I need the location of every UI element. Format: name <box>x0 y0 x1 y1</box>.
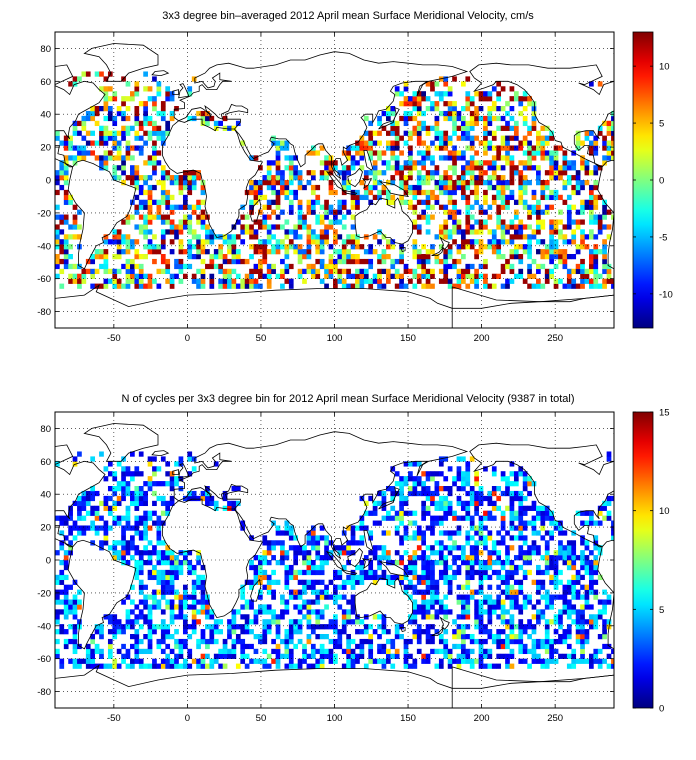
y-tick-label: 0 <box>46 556 51 567</box>
x-tick-label: 0 <box>185 333 190 344</box>
x-tick-label: -50 <box>107 713 121 724</box>
grid-lines <box>55 412 614 708</box>
x-tick-label: 50 <box>256 713 267 724</box>
y-tick-label: -20 <box>37 588 51 599</box>
colorbar-tick-label: 0 <box>659 704 664 715</box>
y-tick-label: -80 <box>37 687 51 698</box>
y-tick-label: -20 <box>37 208 51 219</box>
y-tick-label: 20 <box>40 523 51 534</box>
colorbar <box>632 411 654 709</box>
x-tick-label: 150 <box>400 713 416 724</box>
y-tick-label: -40 <box>37 241 51 252</box>
x-tick-label: 150 <box>400 333 416 344</box>
x-tick-label: 200 <box>474 333 490 344</box>
y-tick-label: 60 <box>40 457 51 468</box>
colorbar-tick-label: -5 <box>659 232 667 243</box>
data-bins <box>55 71 614 289</box>
x-tick-label: -50 <box>107 333 121 344</box>
x-tick-label: 50 <box>256 333 267 344</box>
y-tick-label: 80 <box>40 44 51 55</box>
colorbar-tick-label: 10 <box>659 506 670 517</box>
y-tick-label: 40 <box>40 110 51 121</box>
x-tick-label: 200 <box>474 713 490 724</box>
chart-title-bottom: N of cycles per 3x3 degree bin for 2012 … <box>121 393 575 405</box>
y-tick-label: 80 <box>40 424 51 435</box>
data-bins <box>55 451 614 669</box>
y-tick-label: 20 <box>40 143 51 154</box>
grid-lines <box>55 32 614 328</box>
y-tick-label: 0 <box>46 176 51 187</box>
colorbar-tick-label: 0 <box>659 176 664 187</box>
colorbar-tick-label: 5 <box>659 119 664 130</box>
coastline-outlines <box>55 423 614 708</box>
chart-title-top: 3x3 degree bin–averaged 2012 April mean … <box>162 10 534 22</box>
colorbar-tick-label: 15 <box>659 408 670 419</box>
colorbar-tick-label: 10 <box>659 62 670 73</box>
coastline-outlines <box>55 43 614 328</box>
colorbar-tick-label: 5 <box>659 605 664 616</box>
x-tick-label: 250 <box>547 333 563 344</box>
x-tick-label: 100 <box>327 333 343 344</box>
y-tick-label: -40 <box>37 621 51 632</box>
x-tick-label: 250 <box>547 713 563 724</box>
cycles-map-plot: -50 0 50 100 150 200 250806040200-20-40-60-801… <box>37 408 670 725</box>
x-tick-label: 0 <box>185 713 190 724</box>
colorbar-tick-label: -10 <box>659 289 673 300</box>
y-tick-label: 60 <box>40 77 51 88</box>
velocity-map-plot: -50 0 50 100 150 200 250806040200-20-40-60-801… <box>37 31 673 344</box>
y-tick-label: -60 <box>37 654 51 665</box>
y-tick-label: -60 <box>37 274 51 285</box>
x-tick-label: 100 <box>327 713 343 724</box>
y-tick-label: -80 <box>37 307 51 318</box>
y-tick-label: 40 <box>40 490 51 501</box>
